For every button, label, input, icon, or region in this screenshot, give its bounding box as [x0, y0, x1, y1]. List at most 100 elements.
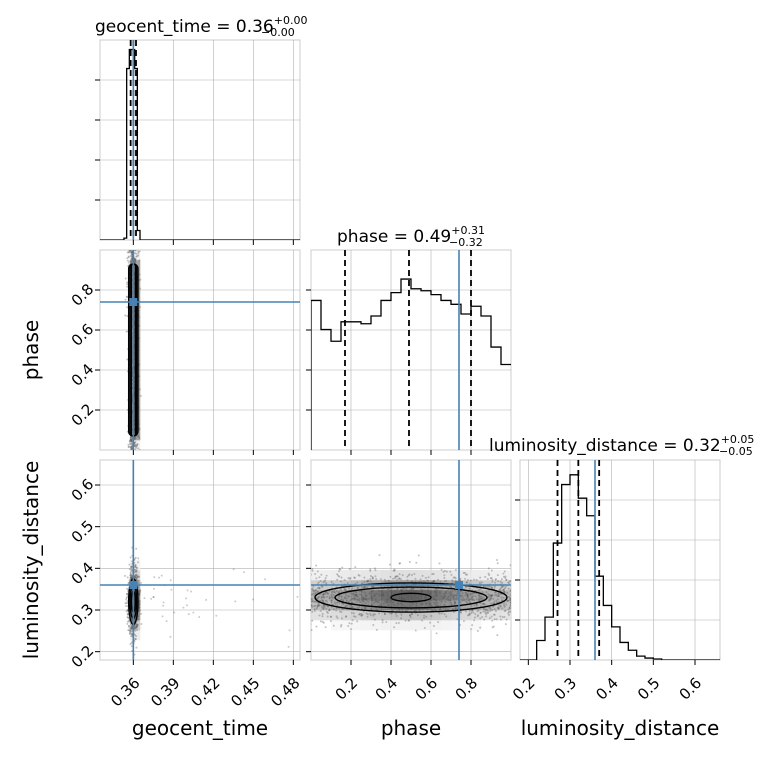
- sample-point: [428, 600, 431, 603]
- sample-point: [314, 572, 317, 575]
- sample-point: [318, 587, 321, 590]
- sample-point: [433, 608, 436, 611]
- sample-point: [480, 597, 483, 600]
- sample-point: [348, 600, 351, 603]
- sample-point: [313, 608, 316, 611]
- sample-point: [127, 261, 130, 264]
- sample-point: [353, 594, 356, 597]
- sample-point: [417, 596, 420, 599]
- sample-point: [503, 590, 506, 593]
- density-cell: [371, 620, 382, 631]
- sample-point: [131, 447, 134, 450]
- sample-point: [415, 601, 418, 604]
- density-cell: [371, 590, 382, 601]
- sample-point: [363, 576, 366, 579]
- sample-point: [508, 610, 511, 613]
- sample-point: [129, 251, 132, 254]
- density-cell: [361, 600, 372, 611]
- sample-point: [507, 613, 510, 616]
- sample-point: [339, 568, 342, 571]
- sample-point: [319, 580, 322, 583]
- sample-point: [479, 588, 482, 591]
- sample-point: [126, 609, 129, 612]
- sample-point: [373, 594, 376, 597]
- sample-point: [308, 589, 310, 591]
- sample-point: [463, 599, 466, 602]
- sample-point: [510, 639, 511, 640]
- sample-point: [307, 596, 309, 598]
- sample-point: [503, 604, 506, 607]
- sample-point: [128, 629, 131, 632]
- sample-point: [135, 255, 138, 258]
- density-cell: [391, 600, 402, 611]
- sample-point: [381, 589, 384, 592]
- sample-point: [364, 595, 367, 598]
- sample-point: [363, 585, 366, 588]
- sample-point: [138, 600, 141, 603]
- sample-point: [496, 562, 499, 565]
- density-cell: [501, 600, 511, 611]
- sample-point: [129, 556, 132, 559]
- sample-point: [509, 597, 511, 600]
- sample-point: [456, 589, 459, 592]
- sample-point: [383, 600, 386, 603]
- sample-point: [313, 605, 316, 608]
- sample-point: [129, 572, 132, 575]
- sample-point: [130, 250, 133, 253]
- sample-point: [408, 604, 411, 607]
- sample-point: [134, 445, 137, 448]
- sample-point: [448, 595, 451, 598]
- density-cell: [471, 600, 482, 611]
- sample-point: [335, 590, 338, 593]
- sample-point: [452, 594, 455, 597]
- sample-point: [480, 595, 483, 598]
- sample-point: [136, 575, 139, 578]
- sample-point: [311, 573, 312, 576]
- sample-point: [421, 594, 424, 597]
- density-cell: [381, 570, 392, 581]
- sample-point: [377, 593, 380, 596]
- sample-point: [357, 599, 360, 602]
- sample-point: [425, 615, 428, 618]
- sample-point: [136, 623, 139, 626]
- sample-point: [401, 589, 404, 592]
- sample-point: [138, 606, 141, 609]
- sample-point: [431, 609, 434, 612]
- sample-point: [130, 575, 133, 578]
- sample-point: [465, 600, 468, 603]
- sample-point: [355, 601, 358, 604]
- sample-point: [130, 439, 133, 442]
- sample-point: [315, 625, 318, 628]
- sample-point: [126, 622, 129, 625]
- sample-point: [441, 598, 444, 601]
- sample-point: [510, 586, 511, 588]
- sample-point: [371, 577, 374, 580]
- sample-point: [128, 439, 131, 442]
- sample-point: [514, 585, 516, 587]
- sample-point: [365, 598, 368, 601]
- sample-point: [488, 606, 491, 609]
- sample-point: [129, 446, 132, 449]
- sample-point: [131, 650, 134, 653]
- sample-point: [445, 615, 448, 618]
- sample-point: [380, 594, 383, 597]
- sample-point: [453, 601, 456, 604]
- sample-point: [133, 576, 136, 579]
- sample-point: [467, 596, 470, 599]
- sample-point: [139, 394, 142, 397]
- sample-point: [336, 604, 339, 607]
- sample-point: [316, 604, 319, 607]
- sample-point: [129, 565, 132, 568]
- sample-point: [485, 613, 488, 616]
- sample-point: [488, 585, 491, 588]
- sample-point: [450, 573, 453, 576]
- sample-point: [396, 602, 399, 605]
- sample-point: [500, 585, 503, 588]
- sample-point: [412, 587, 415, 590]
- sample-point: [435, 594, 438, 597]
- sample-point: [505, 585, 508, 588]
- sample-point: [326, 605, 329, 608]
- tick-label-y: 0.3: [68, 600, 98, 630]
- sample-point: [371, 576, 374, 579]
- sample-point: [127, 446, 130, 449]
